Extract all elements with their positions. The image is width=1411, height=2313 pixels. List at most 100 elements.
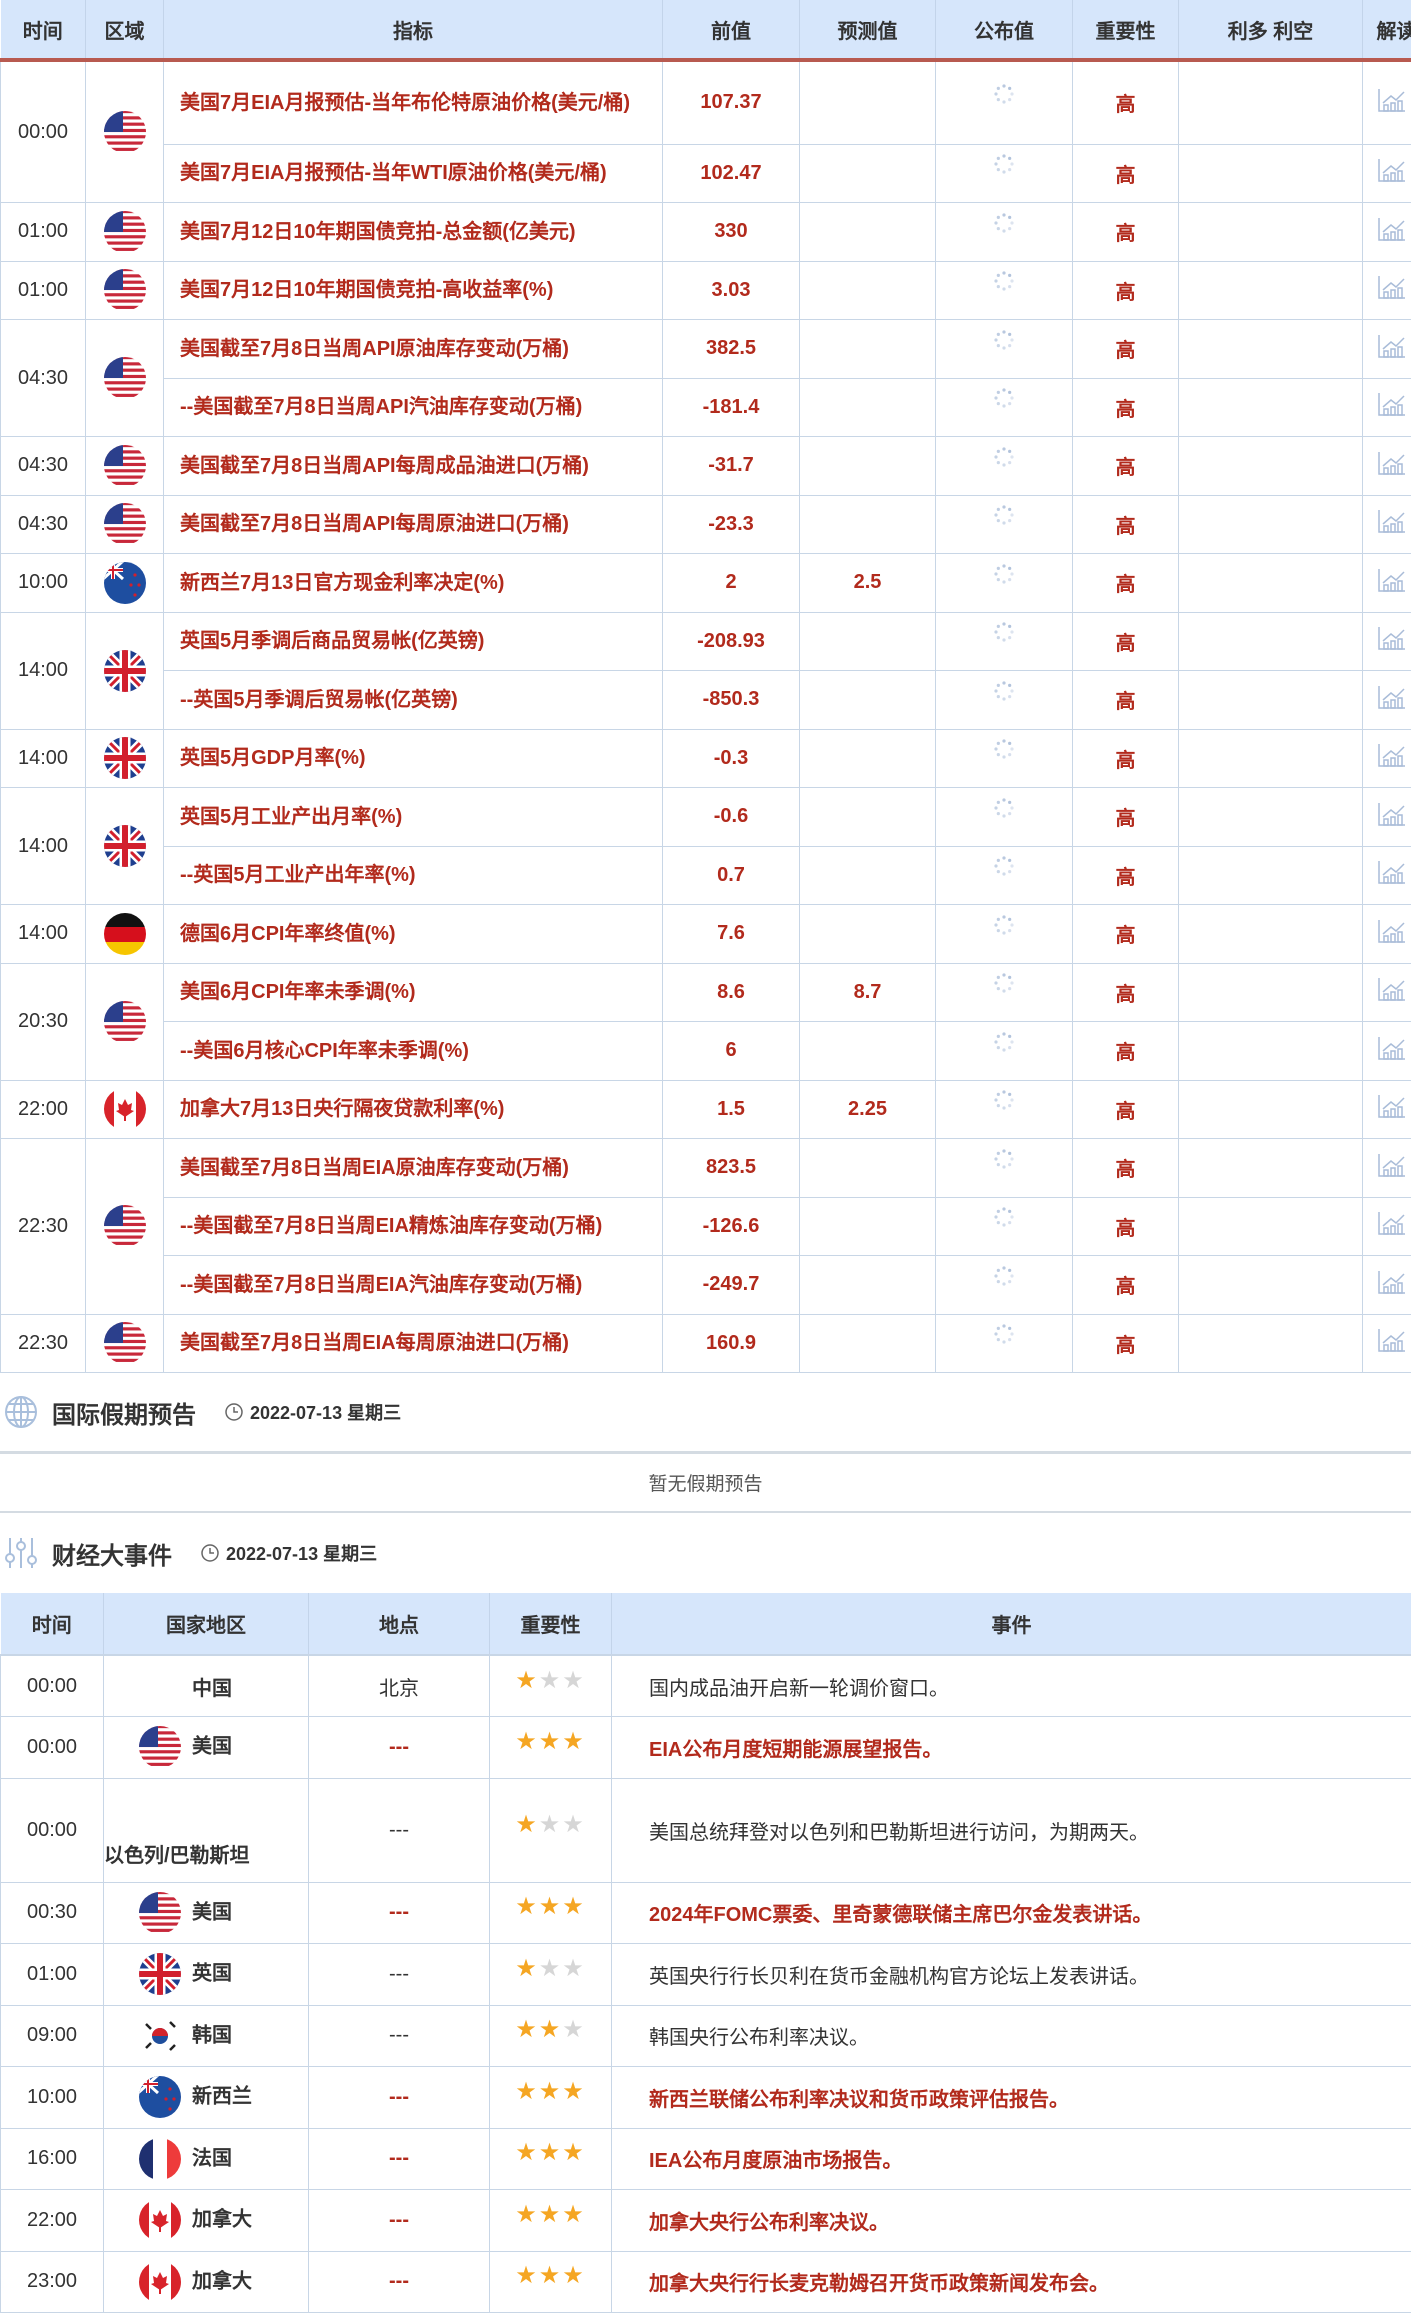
interpretation-cell[interactable]	[1363, 495, 1411, 554]
interpretation-cell[interactable]	[1363, 60, 1411, 144]
chart-icon[interactable]	[1377, 459, 1407, 481]
chart-icon[interactable]	[1377, 1044, 1407, 1066]
chart-icon[interactable]	[1377, 517, 1407, 539]
indicator-link[interactable]: --美国截至7月8日当周EIA精炼油库存变动(万桶)	[164, 1197, 663, 1256]
indicator-link[interactable]: --美国截至7月8日当周API汽油库存变动(万桶)	[164, 378, 663, 437]
indicator-link[interactable]: --美国6月核心CPI年率未季调(%)	[164, 1022, 663, 1081]
interpretation-cell[interactable]	[1363, 905, 1411, 964]
indicator-link[interactable]: 加拿大7月13日央行隔夜贷款利率(%)	[164, 1080, 663, 1139]
event-row[interactable]: 01:00 英国 --- ★★★ 英国央行行长贝利在货币金融机构官方论坛上发表讲…	[1, 1944, 1411, 2006]
chart-icon[interactable]	[1377, 634, 1407, 656]
indicator-link[interactable]: 美国7月12日10年期国债竞拍-高收益率(%)	[164, 261, 663, 320]
event-row[interactable]: 10:00 新西兰 --- ★★★ 新西兰联储公布利率决议和货币政策评估报告。	[1, 2067, 1411, 2129]
interpretation-cell[interactable]	[1363, 729, 1411, 788]
chart-icon[interactable]	[1377, 1336, 1407, 1358]
event-row[interactable]: 22:00 加拿大 --- ★★★ 加拿大央行公布利率决议。	[1, 2190, 1411, 2252]
indicator-link[interactable]: 美国截至7月8日当周API每周原油进口(万桶)	[164, 495, 663, 554]
chart-icon[interactable]	[1377, 1102, 1407, 1124]
chart-icon[interactable]	[1377, 342, 1407, 364]
indicator-link[interactable]: 美国截至7月8日当周API原油库存变动(万桶)	[164, 320, 663, 379]
event-row[interactable]: 23:00 加拿大 --- ★★★ 加拿大央行行长麦克勒姆召开货币政策新闻发布会…	[1, 2251, 1411, 2313]
indicator-link[interactable]: 美国7月EIA月报预估-当年布伦特原油价格(美元/桶)	[164, 60, 663, 144]
chart-icon[interactable]	[1377, 225, 1407, 247]
interpretation-cell[interactable]	[1363, 1256, 1411, 1315]
chart-icon[interactable]	[1377, 810, 1407, 832]
interpretation-cell[interactable]	[1363, 378, 1411, 437]
indicator-link[interactable]: --英国5月季调后贸易帐(亿英镑)	[164, 671, 663, 730]
indicator-link[interactable]: --英国5月工业产出年率(%)	[164, 846, 663, 905]
event-row[interactable]: 00:00 中国 北京 ★★★ 国内成品油开启新一轮调价窗口。	[1, 1655, 1411, 1717]
event-row[interactable]: 00:00 美国 --- ★★★ EIA公布月度短期能源展望报告。	[1, 1717, 1411, 1779]
chart-icon[interactable]	[1377, 400, 1407, 422]
interpretation-cell[interactable]	[1363, 1139, 1411, 1198]
event-row[interactable]: 16:00 法国 --- ★★★ IEA公布月度原油市场报告。	[1, 2128, 1411, 2190]
interpretation-cell[interactable]	[1363, 612, 1411, 671]
chart-icon[interactable]	[1377, 1278, 1407, 1300]
interpretation-cell[interactable]	[1363, 846, 1411, 905]
star-icon: ★	[539, 1893, 563, 1920]
chart-icon[interactable]	[1377, 96, 1407, 118]
interpretation-cell[interactable]	[1363, 261, 1411, 320]
interpretation-cell[interactable]	[1363, 788, 1411, 847]
chart-icon[interactable]	[1377, 576, 1407, 598]
indicator-link[interactable]: 美国7月12日10年期国债竞拍-总金额(亿美元)	[164, 203, 663, 262]
indicator-link[interactable]: 美国截至7月8日当周EIA原油库存变动(万桶)	[164, 1139, 663, 1198]
chart-icon[interactable]	[1377, 927, 1407, 949]
interpretation-cell[interactable]	[1363, 1197, 1411, 1256]
chart-icon[interactable]	[1377, 166, 1407, 188]
interpretation-cell[interactable]	[1363, 1314, 1411, 1373]
event-row[interactable]: 00:30 美国 --- ★★★ 2024年FOMC票委、里奇蒙德联储主席巴尔金…	[1, 1882, 1411, 1944]
chart-icon[interactable]	[1377, 868, 1407, 890]
indicator-link[interactable]: 美国7月EIA月报预估-当年WTI原油价格(美元/桶)	[164, 144, 663, 203]
interpretation-cell[interactable]	[1363, 437, 1411, 496]
indicator-link[interactable]: 美国截至7月8日当周EIA每周原油进口(万桶)	[164, 1314, 663, 1373]
chart-icon[interactable]	[1377, 1219, 1407, 1241]
interpretation-cell[interactable]	[1363, 671, 1411, 730]
interpretation-cell[interactable]	[1363, 144, 1411, 203]
interpretation-cell[interactable]	[1363, 963, 1411, 1022]
bull-bear-cell	[1179, 905, 1363, 964]
chart-icon[interactable]	[1377, 985, 1407, 1007]
indicator-link[interactable]: 美国截至7月8日当周API每周成品油进口(万桶)	[164, 437, 663, 496]
event-row[interactable]: 00:00 以色列/巴勒斯坦 --- ★★★ 美国总统拜登对以色列和巴勒斯坦进行…	[1, 1778, 1411, 1882]
interpretation-cell[interactable]	[1363, 1022, 1411, 1081]
indicator-link[interactable]: --美国截至7月8日当周EIA汽油库存变动(万桶)	[164, 1256, 663, 1315]
indicator-link[interactable]: 英国5月季调后商品贸易帐(亿英镑)	[164, 612, 663, 671]
indicator-link[interactable]: 德国6月CPI年率终值(%)	[164, 905, 663, 964]
interpretation-cell[interactable]	[1363, 1080, 1411, 1139]
interpretation-cell[interactable]	[1363, 554, 1411, 613]
interpretation-cell[interactable]	[1363, 320, 1411, 379]
interpretation-cell[interactable]	[1363, 203, 1411, 262]
indicator-link[interactable]: 英国5月GDP月率(%)	[164, 729, 663, 788]
chart-icon[interactable]	[1377, 1161, 1407, 1183]
indicator-link[interactable]: 美国6月CPI年率未季调(%)	[164, 963, 663, 1022]
chart-icon[interactable]	[1377, 751, 1407, 773]
indicator-link[interactable]: 新西兰7月13日官方现金利率决定(%)	[164, 554, 663, 613]
indicator-link[interactable]: 英国5月工业产出月率(%)	[164, 788, 663, 847]
chart-icon[interactable]	[1377, 693, 1407, 715]
chart-icon[interactable]	[1377, 283, 1407, 305]
event-row[interactable]: 09:00 韩国 --- ★★★ 韩国央行公布利率决议。	[1, 2005, 1411, 2067]
